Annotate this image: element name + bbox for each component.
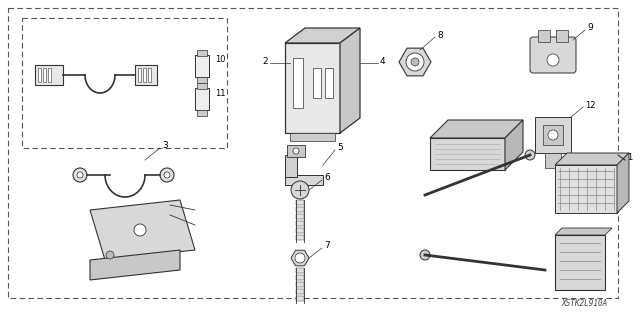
Bar (296, 221, 304, 226)
Bar (195, 88, 209, 110)
Text: 1: 1 (627, 153, 632, 162)
Circle shape (164, 172, 170, 178)
Circle shape (525, 150, 535, 160)
Bar (197, 110, 207, 116)
Circle shape (291, 181, 309, 199)
Circle shape (77, 172, 83, 178)
Bar (296, 235, 304, 240)
Bar (296, 275, 304, 280)
Circle shape (420, 250, 430, 260)
Polygon shape (291, 250, 309, 266)
Bar (197, 77, 207, 83)
Circle shape (406, 53, 424, 71)
Circle shape (134, 224, 146, 236)
Bar (296, 200, 304, 205)
Polygon shape (555, 235, 605, 290)
Polygon shape (90, 200, 195, 260)
Text: XSTK2L910A: XSTK2L910A (562, 299, 608, 308)
Circle shape (160, 168, 174, 182)
Text: 12: 12 (585, 100, 595, 109)
Text: 2: 2 (262, 56, 268, 65)
Bar (296, 282, 304, 287)
Bar (543, 125, 563, 145)
Text: 4: 4 (380, 56, 386, 65)
Polygon shape (555, 153, 629, 165)
Bar (545, 153, 561, 168)
Bar (287, 145, 305, 157)
Bar (290, 133, 335, 141)
Bar (556, 30, 568, 42)
Bar (293, 58, 303, 108)
Polygon shape (399, 48, 431, 76)
Text: 9: 9 (587, 24, 593, 33)
Bar (296, 214, 304, 219)
Circle shape (295, 253, 305, 263)
Bar (138, 68, 141, 82)
Bar (296, 296, 304, 301)
Bar (285, 175, 323, 185)
Polygon shape (555, 165, 617, 213)
Bar (35, 65, 63, 85)
Circle shape (73, 168, 87, 182)
Text: 5: 5 (337, 144, 343, 152)
Bar (22, 18, 227, 148)
Text: 8: 8 (437, 31, 443, 40)
Polygon shape (505, 120, 523, 170)
Text: 3: 3 (162, 140, 168, 150)
Polygon shape (90, 250, 180, 280)
Bar (296, 228, 304, 233)
Bar (296, 268, 304, 273)
Circle shape (106, 251, 114, 259)
Circle shape (293, 148, 299, 154)
Bar (538, 30, 550, 42)
Bar (313, 68, 321, 98)
Bar (38, 68, 41, 82)
Bar (285, 43, 340, 133)
Bar (197, 50, 207, 56)
Polygon shape (617, 153, 629, 213)
Text: 6: 6 (324, 174, 330, 182)
FancyBboxPatch shape (530, 37, 576, 73)
Polygon shape (285, 28, 360, 43)
Bar (195, 55, 209, 77)
Bar (325, 68, 333, 98)
Text: 10: 10 (215, 56, 225, 64)
Bar (148, 68, 151, 82)
Bar (535, 117, 571, 153)
Bar (296, 207, 304, 212)
Text: 11: 11 (215, 88, 225, 98)
Polygon shape (430, 138, 505, 170)
Bar (285, 155, 297, 177)
Text: 7: 7 (324, 241, 330, 250)
Bar (296, 289, 304, 294)
Polygon shape (430, 120, 523, 138)
Polygon shape (340, 28, 360, 133)
Bar (43, 68, 46, 82)
Circle shape (547, 54, 559, 66)
Bar (197, 83, 207, 89)
Polygon shape (555, 228, 612, 235)
Bar (143, 68, 146, 82)
Circle shape (411, 58, 419, 66)
Bar (48, 68, 51, 82)
Circle shape (548, 130, 558, 140)
Bar (135, 65, 157, 85)
